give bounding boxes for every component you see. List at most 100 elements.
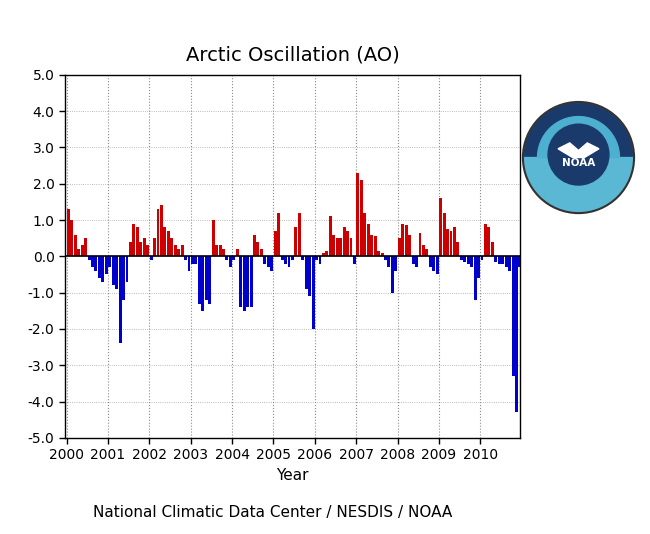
- Bar: [443, 213, 445, 256]
- Bar: [215, 246, 218, 256]
- Bar: [411, 256, 415, 264]
- Bar: [129, 242, 132, 256]
- Bar: [436, 256, 439, 274]
- Circle shape: [524, 103, 633, 212]
- Bar: [463, 256, 466, 262]
- Bar: [360, 180, 363, 256]
- Bar: [177, 249, 180, 256]
- Bar: [470, 256, 473, 267]
- Bar: [384, 256, 387, 260]
- Bar: [260, 249, 263, 256]
- Bar: [367, 224, 370, 256]
- Bar: [305, 256, 307, 289]
- Circle shape: [548, 124, 609, 185]
- Bar: [94, 256, 98, 271]
- Bar: [143, 238, 146, 256]
- Bar: [504, 256, 508, 267]
- Bar: [236, 249, 239, 256]
- Bar: [429, 256, 432, 267]
- Bar: [170, 238, 174, 256]
- Bar: [356, 173, 359, 256]
- Bar: [212, 220, 214, 256]
- Bar: [491, 242, 494, 256]
- Bar: [122, 256, 125, 300]
- Bar: [322, 253, 325, 256]
- Polygon shape: [558, 143, 599, 158]
- Bar: [77, 249, 80, 256]
- Bar: [202, 256, 204, 311]
- Bar: [439, 198, 442, 256]
- Bar: [336, 238, 339, 256]
- Bar: [484, 224, 487, 256]
- Bar: [326, 251, 328, 256]
- Bar: [353, 256, 356, 264]
- Bar: [460, 256, 463, 260]
- Bar: [495, 256, 497, 262]
- Bar: [250, 256, 253, 307]
- Bar: [381, 253, 384, 256]
- Bar: [318, 256, 322, 264]
- Bar: [205, 256, 208, 300]
- Bar: [315, 256, 318, 260]
- Bar: [512, 256, 515, 376]
- Bar: [229, 256, 232, 267]
- Bar: [281, 256, 283, 260]
- Text: U.S. DEPARTMENT OF COMMERCE: U.S. DEPARTMENT OF COMMERCE: [556, 215, 601, 219]
- Bar: [401, 224, 404, 256]
- Text: ®: ®: [630, 105, 635, 111]
- Bar: [374, 237, 376, 256]
- X-axis label: Year: Year: [276, 468, 309, 483]
- Bar: [287, 256, 291, 267]
- Bar: [501, 256, 504, 264]
- Bar: [139, 242, 142, 256]
- Bar: [419, 233, 421, 256]
- Bar: [133, 224, 135, 256]
- Bar: [136, 227, 139, 256]
- Bar: [332, 234, 335, 256]
- Bar: [267, 256, 270, 267]
- Bar: [346, 231, 349, 256]
- Bar: [70, 220, 73, 256]
- Bar: [232, 256, 235, 260]
- Bar: [350, 238, 352, 256]
- Bar: [450, 231, 452, 256]
- Bar: [498, 256, 501, 264]
- Bar: [270, 256, 273, 271]
- Bar: [239, 256, 242, 307]
- Bar: [329, 216, 332, 256]
- Bar: [453, 227, 456, 256]
- Text: National Climatic Data Center / NESDIS / NOAA: National Climatic Data Center / NESDIS /…: [94, 505, 452, 520]
- Bar: [291, 256, 294, 260]
- Bar: [222, 249, 225, 256]
- Bar: [308, 256, 311, 296]
- Bar: [208, 256, 211, 303]
- Bar: [408, 234, 411, 256]
- Bar: [125, 256, 129, 282]
- Bar: [294, 227, 297, 256]
- Bar: [118, 256, 122, 343]
- Bar: [84, 238, 87, 256]
- Bar: [115, 256, 118, 289]
- Bar: [257, 242, 259, 256]
- Bar: [194, 256, 198, 264]
- Bar: [515, 256, 518, 412]
- Bar: [456, 242, 460, 256]
- Bar: [339, 238, 342, 256]
- Bar: [218, 246, 222, 256]
- Bar: [284, 256, 287, 264]
- Bar: [343, 227, 346, 256]
- Bar: [253, 234, 256, 256]
- Bar: [274, 231, 277, 256]
- Bar: [88, 256, 90, 260]
- Bar: [467, 256, 470, 264]
- Bar: [508, 256, 511, 271]
- Bar: [405, 225, 408, 256]
- Bar: [184, 256, 187, 260]
- Bar: [391, 256, 394, 293]
- Bar: [446, 229, 449, 256]
- Bar: [425, 249, 428, 256]
- Bar: [422, 246, 425, 256]
- Bar: [112, 256, 114, 285]
- Bar: [226, 256, 228, 260]
- Bar: [480, 256, 484, 260]
